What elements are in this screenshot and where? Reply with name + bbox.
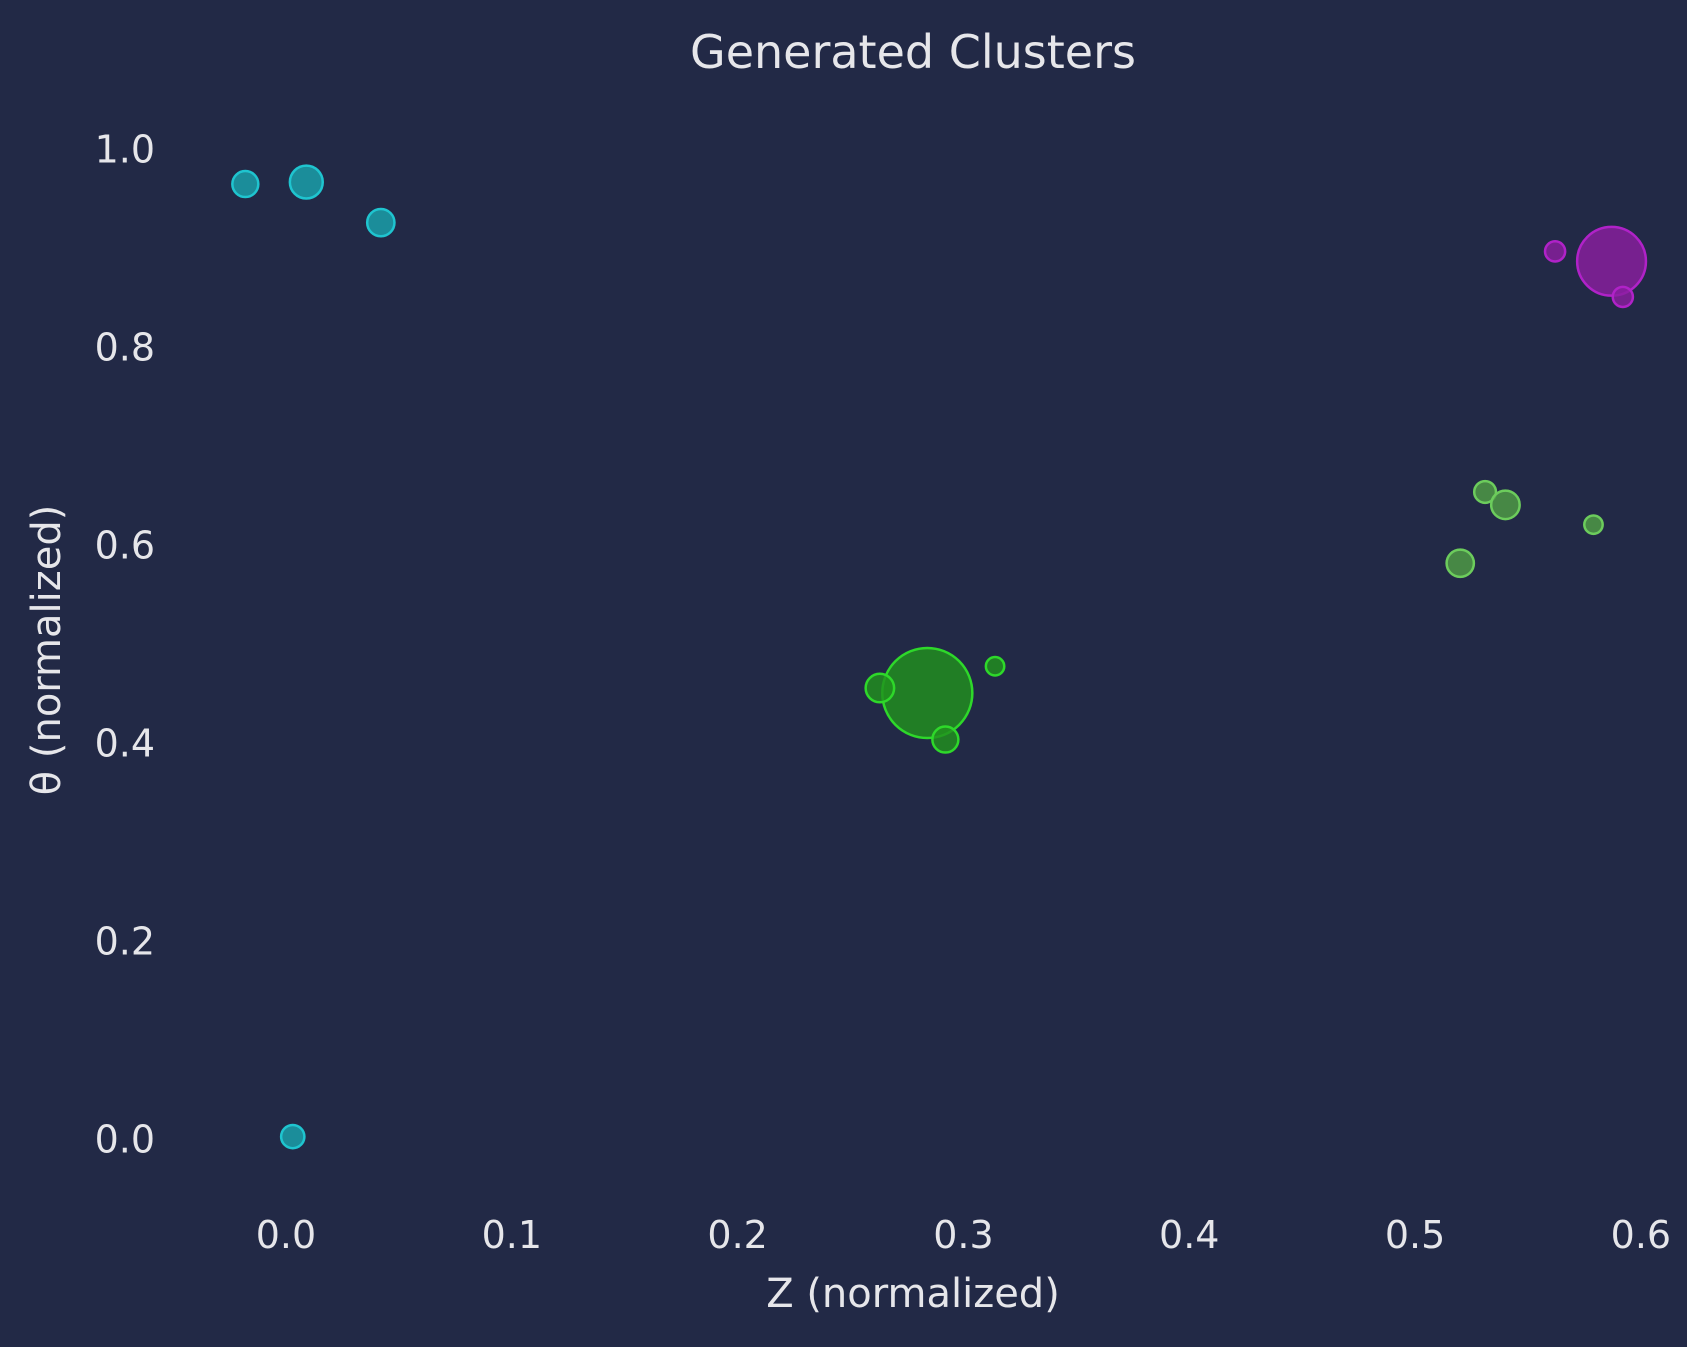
cluster-3-point-3 xyxy=(931,725,960,754)
points-layer xyxy=(231,164,1648,1150)
x-tick-label: 0.0 xyxy=(256,1213,316,1257)
x-axis-label: Z (normalized) xyxy=(766,1271,1060,1317)
cluster-0-point-1 xyxy=(288,164,324,200)
x-tick-label: 0.3 xyxy=(933,1213,993,1257)
y-axis-ticks: 0.0 0.2 0.4 0.6 0.8 1.0 xyxy=(95,127,155,1161)
x-tick-label: 0.5 xyxy=(1385,1213,1445,1257)
cluster-3-point-0 xyxy=(881,646,974,740)
y-tick-label: 0.4 xyxy=(95,721,155,765)
cluster-2-point-1 xyxy=(1489,489,1521,521)
cluster-2-point-2 xyxy=(1583,514,1604,536)
cluster-0-point-3 xyxy=(279,1123,306,1150)
cluster-1-point-0 xyxy=(1575,225,1648,297)
y-tick-label: 0.6 xyxy=(95,523,155,567)
cluster-0-point-0 xyxy=(231,169,260,199)
x-tick-label: 0.4 xyxy=(1159,1213,1219,1257)
cluster-3-point-1 xyxy=(864,672,896,704)
y-tick-label: 0.8 xyxy=(95,325,155,369)
y-tick-label: 0.2 xyxy=(95,920,155,964)
cluster-1-point-2 xyxy=(1611,285,1635,309)
x-axis-ticks: 0.0 0.1 0.2 0.3 0.4 0.5 0.6 xyxy=(256,1213,1671,1257)
cluster-2-point-0 xyxy=(1472,479,1498,505)
x-tick-label: 0.2 xyxy=(707,1213,767,1257)
cluster-3-point-2 xyxy=(984,655,1006,677)
cluster-0-point-2 xyxy=(365,207,396,238)
chart-title: Generated Clusters xyxy=(690,25,1136,79)
cluster-2-point-3 xyxy=(1445,548,1476,579)
cluster-1-point-1 xyxy=(1543,240,1567,263)
y-tick-label: 1.0 xyxy=(95,127,155,171)
y-tick-label: 0.0 xyxy=(95,1118,155,1162)
x-tick-label: 0.6 xyxy=(1611,1213,1671,1257)
x-tick-label: 0.1 xyxy=(482,1213,542,1257)
y-axis-label: θ (normalized) xyxy=(24,505,70,796)
